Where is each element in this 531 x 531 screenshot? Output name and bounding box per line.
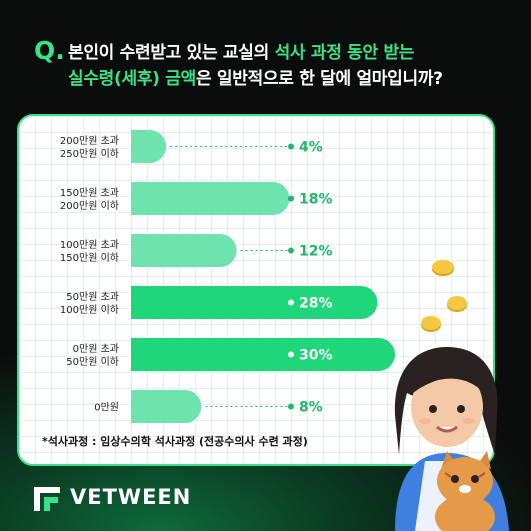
bar bbox=[131, 338, 396, 371]
value-label: 18% bbox=[299, 192, 333, 208]
character-illustration bbox=[394, 260, 509, 531]
coin-icon bbox=[432, 260, 454, 276]
category-label: 0만원 초과 bbox=[73, 343, 119, 355]
category-label: 150만원 초과 bbox=[60, 187, 119, 199]
value-label: 4% bbox=[299, 140, 323, 156]
value-dot bbox=[288, 195, 294, 202]
category-label: 100만원 이하 bbox=[60, 303, 119, 316]
coin-icon bbox=[447, 296, 467, 312]
value-dot bbox=[288, 143, 294, 150]
bar bbox=[131, 182, 290, 215]
value-dot bbox=[288, 299, 294, 306]
bar bbox=[131, 234, 237, 267]
value-dot bbox=[288, 403, 294, 410]
category-label: 150만원 이하 bbox=[60, 251, 119, 264]
coin-icon bbox=[421, 316, 441, 332]
brand-name: VETWEEN bbox=[70, 485, 192, 509]
bar bbox=[131, 130, 167, 163]
question-line-2: 실수령(세후) 금액은 일반적으로 한 달에 얼마입니까? bbox=[68, 64, 443, 89]
vetween-logo-icon bbox=[34, 487, 60, 511]
category-label: 50만원 초과 bbox=[66, 291, 119, 303]
value-label: 8% bbox=[299, 400, 323, 416]
bar bbox=[131, 286, 378, 319]
value-dot bbox=[288, 351, 294, 358]
question-line-1-white: 본인이 수련받고 있는 교실의 bbox=[68, 43, 275, 63]
chart-card: 200만원 초과 250만원 이하 4% 150만원 초과 200만원 이하 18% 100… bbox=[17, 114, 495, 466]
value-label: 12% bbox=[299, 244, 333, 260]
bar bbox=[131, 390, 202, 423]
value-dot bbox=[288, 247, 294, 254]
cat-icon bbox=[435, 451, 495, 531]
category-label: 50만원 이하 bbox=[66, 355, 119, 368]
category-label: 200만원 이하 bbox=[60, 199, 119, 212]
category-label: 200만원 초과 bbox=[60, 135, 119, 147]
question-line-1: 본인이 수련받고 있는 교실의 석사 과정 동안 받는 bbox=[68, 38, 414, 63]
value-label: 30% bbox=[299, 348, 333, 364]
question-marker: Q. bbox=[34, 36, 65, 65]
value-label: 28% bbox=[299, 296, 333, 312]
category-label: 250만원 이하 bbox=[60, 147, 119, 160]
footnote: *석사과정 : 임상수의학 석사과정 (전공수의사 수련 과정) bbox=[42, 435, 308, 448]
question-line-2-green: 실수령(세후) 금액 bbox=[68, 69, 196, 89]
category-label: 100만원 초과 bbox=[60, 239, 119, 251]
category-label: 0만원 bbox=[94, 402, 119, 414]
question-line-1-green: 석사 과정 동안 받는 bbox=[274, 43, 415, 63]
bar-row: 0만원 8% bbox=[94, 390, 323, 423]
question-line-2-white: 은 일반적으로 한 달에 얼마입니까? bbox=[195, 69, 443, 89]
